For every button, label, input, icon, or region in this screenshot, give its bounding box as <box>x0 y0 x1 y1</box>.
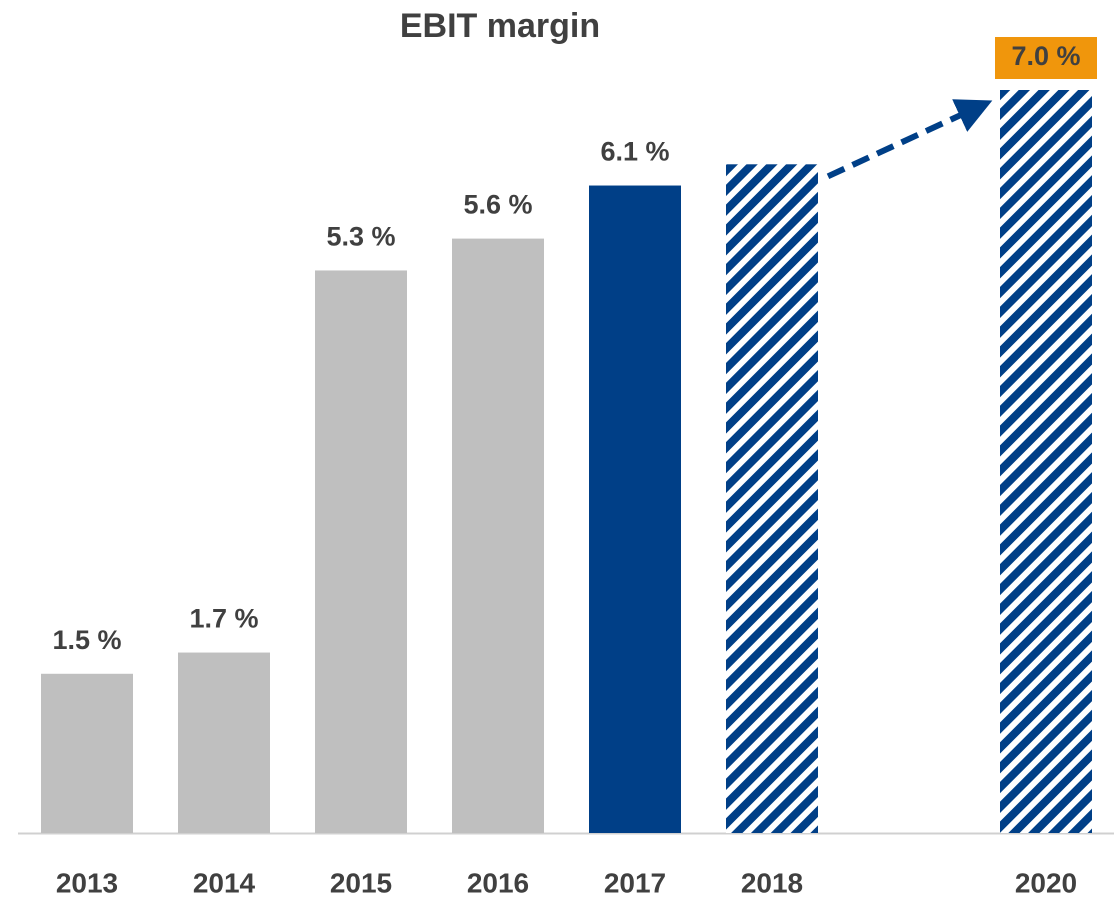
bar <box>589 185 681 833</box>
x-tick-label: 2017 <box>604 867 666 898</box>
x-tick-label: 2018 <box>741 867 803 898</box>
x-tick-label: 2020 <box>1015 867 1077 898</box>
label-background <box>995 37 1097 79</box>
value-label: 5.3 % <box>326 222 395 252</box>
chart-title: EBIT margin <box>400 7 600 45</box>
x-tick-label: 2016 <box>467 867 529 898</box>
value-label: 1.5 % <box>52 625 121 655</box>
value-label: 1.7 % <box>189 604 258 634</box>
trend-arrow <box>826 99 993 180</box>
bar <box>726 164 818 834</box>
bar <box>315 270 407 833</box>
bar <box>1000 90 1092 833</box>
value-label: 6.1 % <box>600 137 669 167</box>
bar <box>41 673 133 833</box>
bar <box>452 238 544 834</box>
value-label: 7.0 % <box>1011 41 1080 71</box>
value-label: 5.6 % <box>463 190 532 220</box>
bar <box>178 652 270 833</box>
x-tick-label: 2013 <box>56 867 118 898</box>
x-tick-label: 2015 <box>330 867 392 898</box>
x-tick-label: 2014 <box>193 867 256 898</box>
